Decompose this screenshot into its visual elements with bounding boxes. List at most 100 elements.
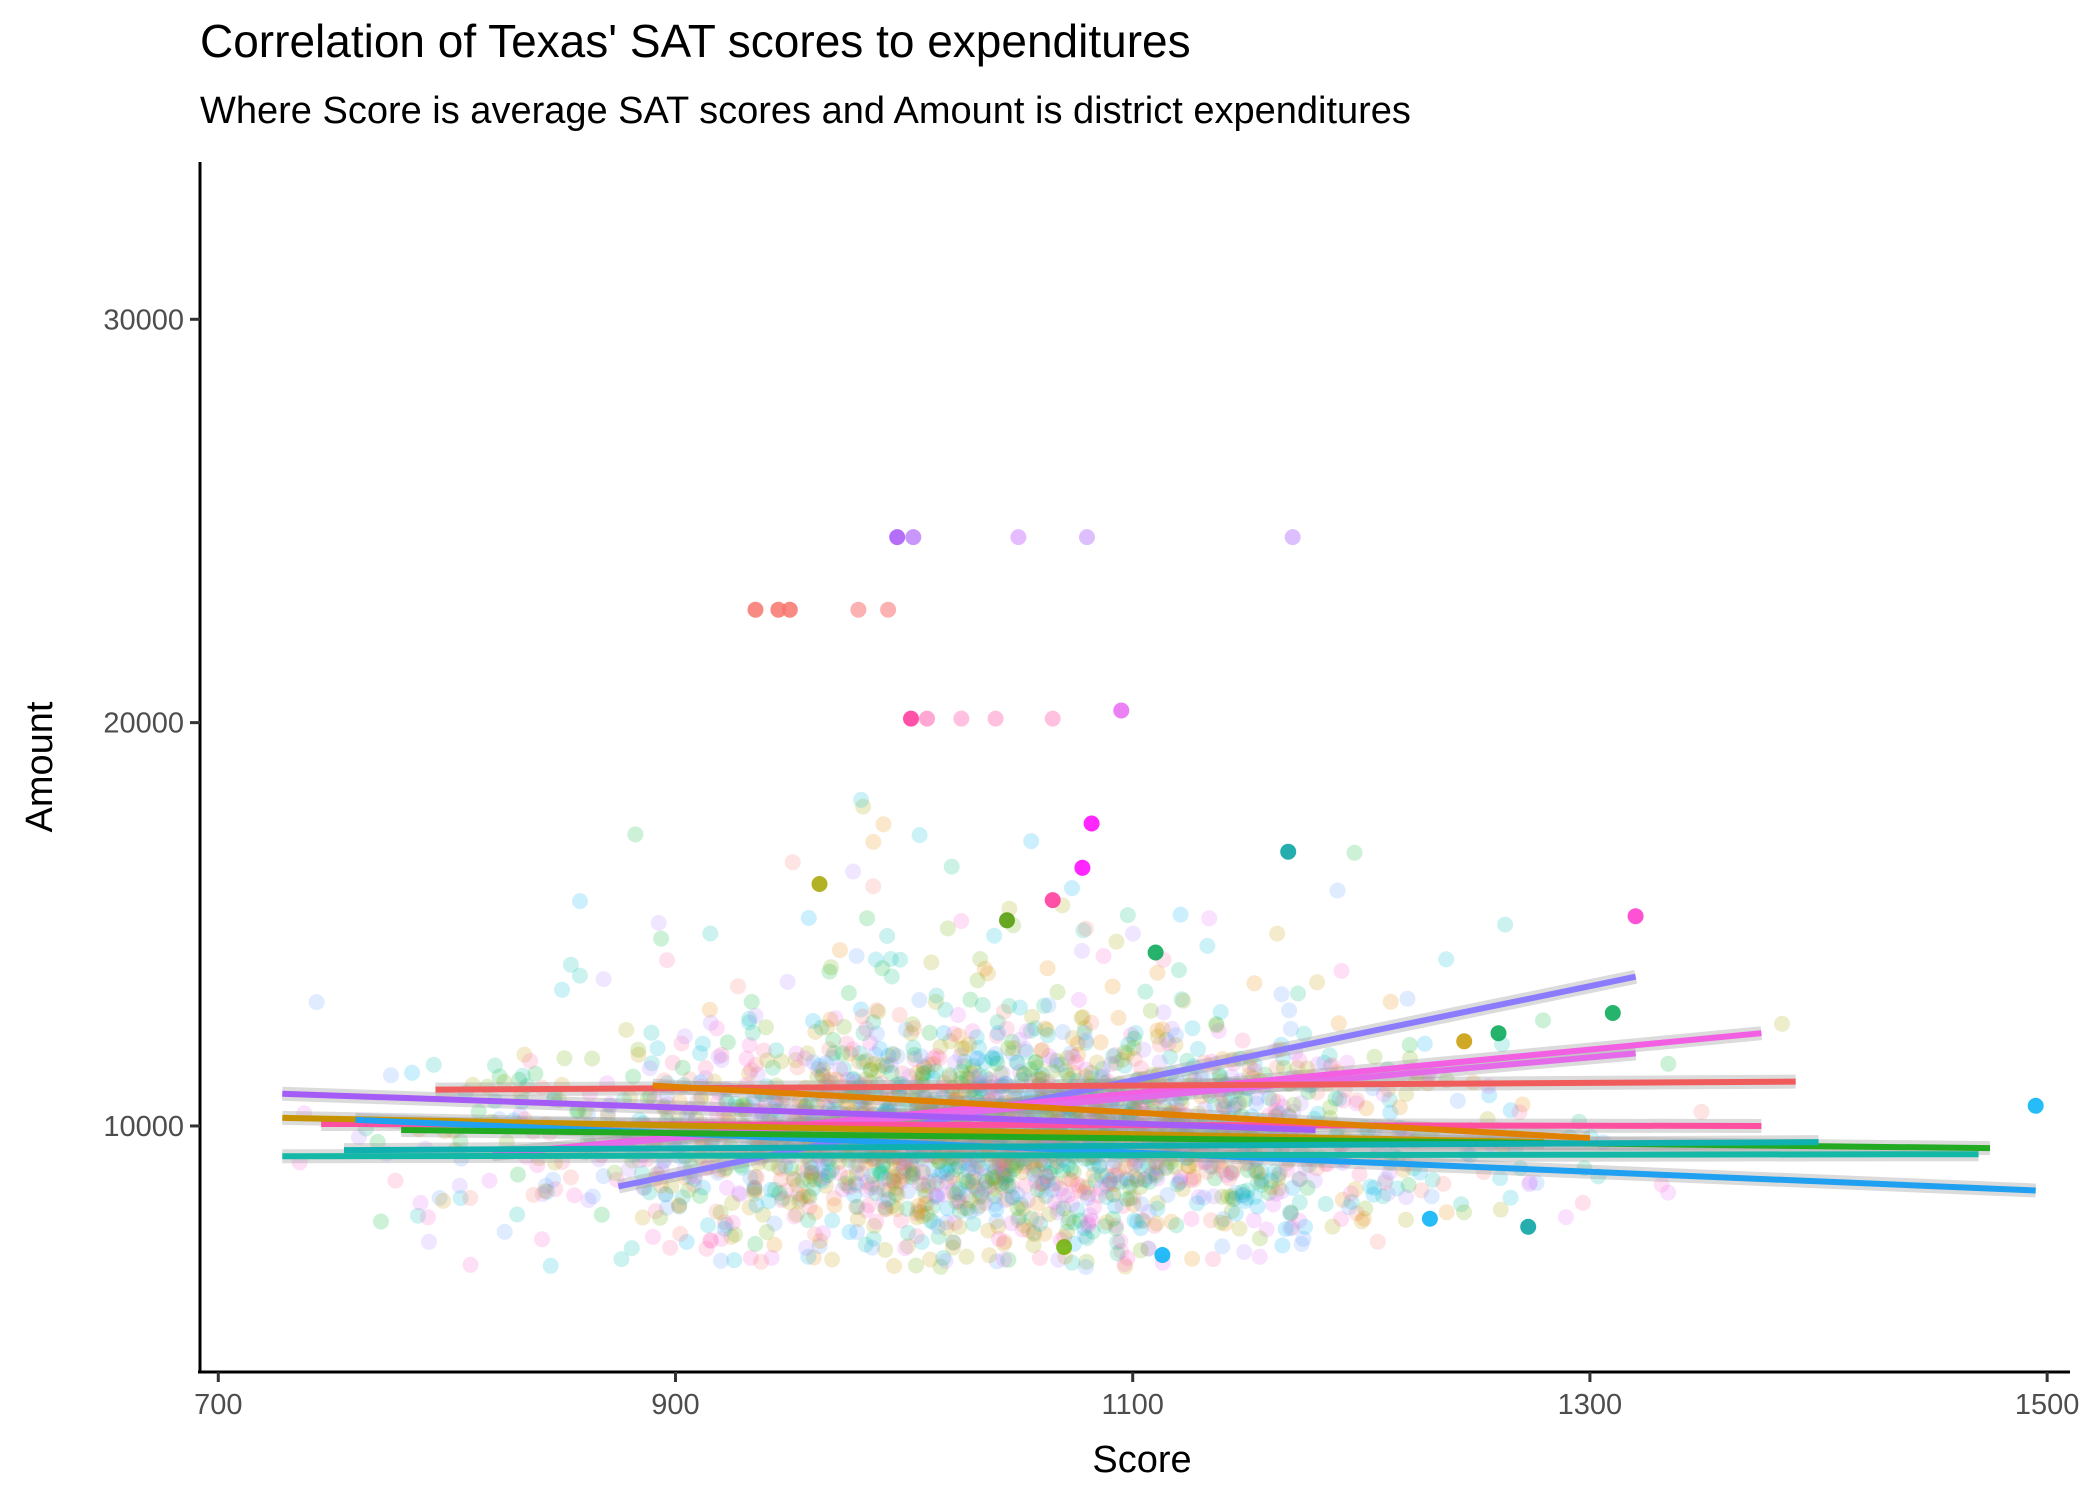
data-point bbox=[781, 601, 798, 618]
data-point bbox=[350, 1129, 367, 1146]
data-point bbox=[1227, 1096, 1244, 1113]
data-point bbox=[435, 1192, 452, 1209]
data-point bbox=[1080, 1186, 1097, 1203]
data-point bbox=[1175, 992, 1192, 1009]
data-point bbox=[1218, 1167, 1235, 1184]
data-point bbox=[787, 1052, 804, 1069]
data-point bbox=[1281, 1002, 1298, 1019]
data-point bbox=[884, 1045, 901, 1062]
data-point bbox=[903, 710, 919, 727]
data-point bbox=[925, 1050, 942, 1067]
data-point bbox=[1142, 1002, 1159, 1019]
data-point bbox=[1241, 1058, 1258, 1075]
data-point bbox=[839, 1169, 856, 1186]
y-ticks: 10000 20000 30000 bbox=[103, 304, 200, 1143]
data-point bbox=[556, 1050, 573, 1067]
data-point bbox=[1133, 1060, 1150, 1077]
data-point bbox=[876, 1193, 892, 1210]
data-point bbox=[1164, 1020, 1180, 1037]
data-point bbox=[1348, 1095, 1365, 1112]
data-point bbox=[874, 1057, 891, 1073]
data-point bbox=[965, 1169, 982, 1186]
x-tick-label: 1100 bbox=[1102, 1389, 1164, 1421]
data-point bbox=[1136, 1172, 1153, 1188]
data-point bbox=[849, 1177, 866, 1193]
data-point bbox=[747, 601, 764, 618]
data-point bbox=[1168, 1096, 1185, 1113]
data-point bbox=[820, 1164, 837, 1180]
data-point bbox=[1050, 1200, 1067, 1217]
data-point bbox=[853, 1001, 869, 1018]
data-point bbox=[798, 1239, 815, 1256]
data-point bbox=[803, 1094, 820, 1110]
data-point bbox=[1270, 1166, 1287, 1183]
data-point bbox=[692, 1091, 709, 1108]
data-point bbox=[1064, 1030, 1081, 1046]
data-point bbox=[924, 1199, 941, 1215]
data-point bbox=[1140, 1204, 1157, 1220]
data-point bbox=[1027, 1020, 1044, 1037]
data-point bbox=[1069, 1202, 1086, 1218]
data-point bbox=[1151, 1054, 1168, 1071]
data-point bbox=[917, 1187, 934, 1204]
data-point bbox=[992, 1065, 1009, 1082]
data-point bbox=[1137, 983, 1154, 1000]
data-point bbox=[925, 1056, 942, 1073]
data-point bbox=[1291, 1170, 1308, 1187]
data-point bbox=[1098, 1189, 1115, 1205]
data-point bbox=[1167, 1027, 1184, 1044]
data-point bbox=[965, 1215, 982, 1232]
data-point bbox=[1282, 1020, 1299, 1037]
data-point bbox=[1135, 1041, 1152, 1058]
data-point bbox=[1075, 1009, 1091, 1026]
data-point bbox=[953, 1040, 970, 1057]
data-point bbox=[1557, 1209, 1574, 1226]
data-point bbox=[894, 1065, 911, 1082]
data-point bbox=[742, 1169, 759, 1186]
data-point bbox=[542, 1257, 559, 1274]
data-point bbox=[613, 1251, 630, 1268]
data-point bbox=[1005, 1161, 1022, 1177]
data-point bbox=[880, 1182, 897, 1199]
data-point bbox=[1212, 1068, 1229, 1085]
data-point bbox=[960, 1173, 977, 1190]
data-point bbox=[937, 1001, 954, 1018]
data-point bbox=[950, 1007, 966, 1023]
data-point bbox=[657, 1186, 674, 1202]
data-point bbox=[962, 1192, 979, 1209]
data-point bbox=[1077, 920, 1094, 937]
data-point bbox=[1222, 1090, 1239, 1107]
data-point bbox=[1114, 1051, 1131, 1068]
data-point bbox=[1205, 1188, 1222, 1205]
data-point bbox=[1102, 1174, 1119, 1191]
data-point bbox=[985, 1158, 1002, 1175]
data-point bbox=[1155, 1004, 1172, 1021]
data-point bbox=[1234, 1183, 1251, 1200]
data-point bbox=[1291, 1212, 1308, 1229]
data-point bbox=[1135, 1212, 1152, 1229]
data-point bbox=[993, 1178, 1010, 1195]
data-point bbox=[931, 1167, 948, 1184]
data-point bbox=[713, 1230, 730, 1247]
data-point bbox=[547, 1181, 564, 1198]
data-point bbox=[1268, 1185, 1285, 1202]
data-point bbox=[1400, 1177, 1417, 1193]
data-point bbox=[976, 1195, 993, 1212]
data-point bbox=[1265, 1196, 1282, 1213]
data-point bbox=[716, 1220, 733, 1237]
data-point bbox=[889, 529, 906, 546]
data-point bbox=[1044, 1063, 1061, 1080]
data-point bbox=[828, 1071, 845, 1088]
data-point bbox=[1068, 1054, 1085, 1071]
data-point bbox=[713, 1046, 730, 1063]
data-point bbox=[1149, 964, 1166, 981]
data-point bbox=[1102, 1056, 1119, 1073]
data-point bbox=[903, 1025, 920, 1042]
data-point bbox=[1125, 925, 1141, 942]
data-point bbox=[867, 1046, 884, 1063]
data-point bbox=[1187, 1155, 1204, 1172]
data-point bbox=[1413, 1182, 1430, 1199]
data-point bbox=[1127, 1025, 1144, 1041]
data-point bbox=[562, 1169, 579, 1186]
data-point bbox=[1117, 1258, 1134, 1275]
